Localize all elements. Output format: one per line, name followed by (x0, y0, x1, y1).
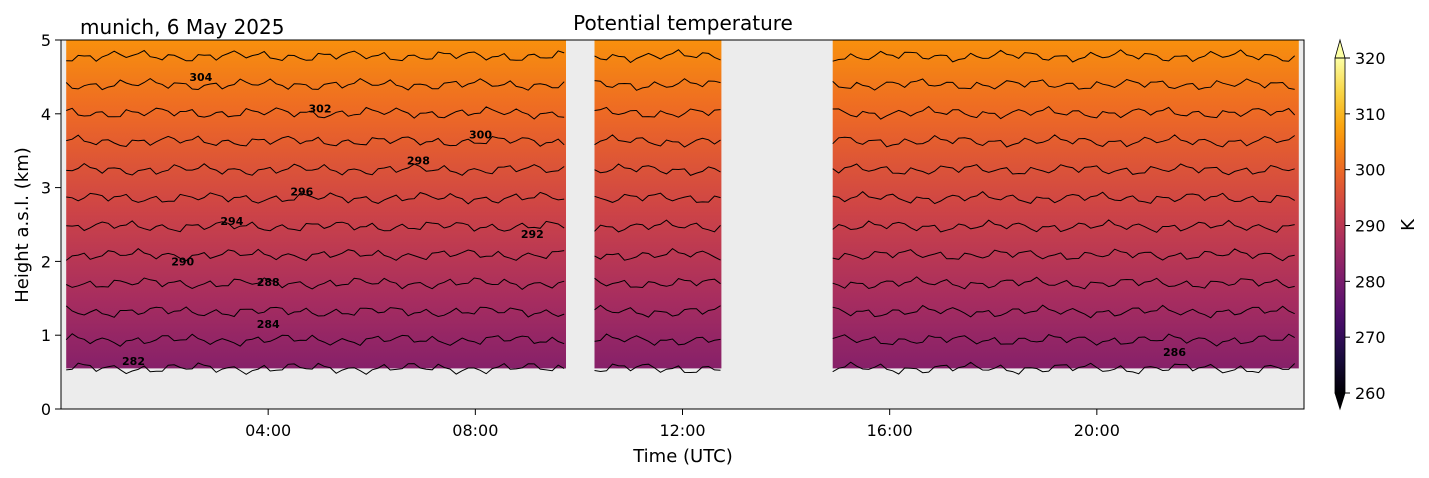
contour-288-seg-2 (594, 277, 721, 289)
colorbar-tick-label: 320 (1355, 49, 1386, 68)
x-tick-label: 08:00 (452, 421, 498, 440)
contour-282-seg-1 (66, 362, 565, 375)
colorbar-extend-max (1334, 38, 1346, 59)
contour-298-seg-2 (594, 134, 721, 148)
contour-290-seg-1 (65, 248, 565, 262)
colorbar-tick-label: 290 (1355, 217, 1386, 236)
colorbar-tick-label: 300 (1355, 161, 1386, 180)
contour-302-seg-1 (65, 77, 565, 91)
chart-subtitle: munich, 6 May 2025 (80, 15, 284, 39)
contour-294-seg-1 (66, 191, 565, 205)
contour-296-seg-3 (832, 163, 1295, 176)
contour-label-284: 284 (257, 318, 280, 331)
data-segment-2 (594, 40, 722, 369)
contour-300-seg-3 (832, 105, 1296, 120)
contour-298-seg-1 (66, 134, 565, 148)
y-tick-label: 5 (41, 31, 51, 50)
colorbar-tick-label: 270 (1355, 328, 1386, 347)
colorbar-gradient (1335, 58, 1345, 393)
contour-286-seg-3 (832, 304, 1295, 319)
contour-label-286: 286 (1163, 346, 1186, 359)
colorbar-tick-label: 280 (1355, 272, 1386, 291)
contour-282-seg-2 (594, 363, 721, 374)
x-axis-label: Time (UTC) (632, 446, 733, 467)
contour-302-seg-3 (832, 78, 1295, 91)
contour-labels: 282 284 286 288 290 292 294 296 298 300 302 304 (122, 71, 1186, 368)
contour-label-296: 296 (290, 185, 313, 198)
colorbar-extend-min (1334, 392, 1346, 411)
contour-288-seg-1 (65, 277, 565, 291)
contour-label-300: 300 (469, 129, 492, 142)
contour-294-seg-2 (594, 192, 721, 203)
contour-304-seg-1 (66, 49, 565, 62)
contour-302-seg-2 (594, 78, 721, 91)
contour-300-seg-1 (66, 106, 565, 120)
y-tick-label: 2 (41, 252, 51, 271)
x-tick-label: 12:00 (659, 421, 705, 440)
x-axis: 04:00 08:00 12:00 16:00 20:00 (245, 409, 1120, 440)
x-tick-label: 04:00 (245, 421, 291, 440)
colorbar-tick-label: 260 (1355, 384, 1386, 403)
contour-292-seg-1 (66, 220, 565, 233)
contour-292-seg-2 (594, 219, 721, 233)
colorbar-tick-label: 310 (1355, 105, 1386, 124)
contour-304-seg-2 (594, 49, 721, 64)
contour-label-290: 290 (171, 255, 194, 268)
data-segment-1 (66, 40, 566, 369)
contour-284-seg-2 (594, 333, 721, 346)
contour-284-seg-3 (832, 333, 1295, 347)
contour-286-seg-2 (594, 304, 721, 318)
contour-286-seg-1 (65, 305, 565, 318)
contour-292-seg-3 (832, 219, 1295, 233)
contour-290-seg-3 (832, 248, 1295, 262)
contour-label-292: 292 (521, 228, 544, 241)
contour-lines (65, 49, 1296, 375)
colorbar-ticks: 260 270 280 290 300 310 320 (1345, 49, 1386, 403)
y-tick-label: 4 (41, 105, 51, 124)
data-segments (66, 40, 1299, 369)
contour-294-seg-3 (832, 191, 1295, 205)
y-tick-label: 0 (41, 400, 51, 419)
contour-label-288: 288 (257, 276, 280, 289)
y-axis: 0 1 2 3 4 5 (41, 31, 61, 419)
contour-label-304: 304 (189, 71, 212, 84)
contour-296-seg-2 (594, 163, 721, 176)
contour-284-seg-1 (65, 333, 565, 347)
y-tick-label: 3 (41, 179, 51, 198)
chart-title: Potential temperature (573, 11, 793, 35)
contour-label-294: 294 (220, 215, 243, 228)
contour-290-seg-2 (594, 247, 721, 261)
contour-282-seg-3 (832, 361, 1296, 375)
contour-304-seg-3 (832, 49, 1296, 63)
contour-298-seg-3 (832, 134, 1295, 148)
x-tick-label: 16:00 (867, 421, 913, 440)
data-segment-3 (832, 40, 1299, 369)
contour-label-282: 282 (122, 355, 145, 368)
contour-288-seg-3 (832, 276, 1295, 290)
contour-296-seg-1 (66, 162, 565, 176)
colorbar: 260 270 280 290 300 310 320 K (1334, 38, 1419, 411)
contour-300-seg-2 (594, 106, 721, 118)
y-axis-label: Height a.s.l. (km) (12, 147, 33, 303)
contour-label-302: 302 (309, 103, 332, 116)
colorbar-label: K (1398, 218, 1419, 231)
contour-label-298: 298 (407, 154, 430, 167)
x-tick-label: 20:00 (1074, 421, 1120, 440)
y-tick-label: 1 (41, 326, 51, 345)
